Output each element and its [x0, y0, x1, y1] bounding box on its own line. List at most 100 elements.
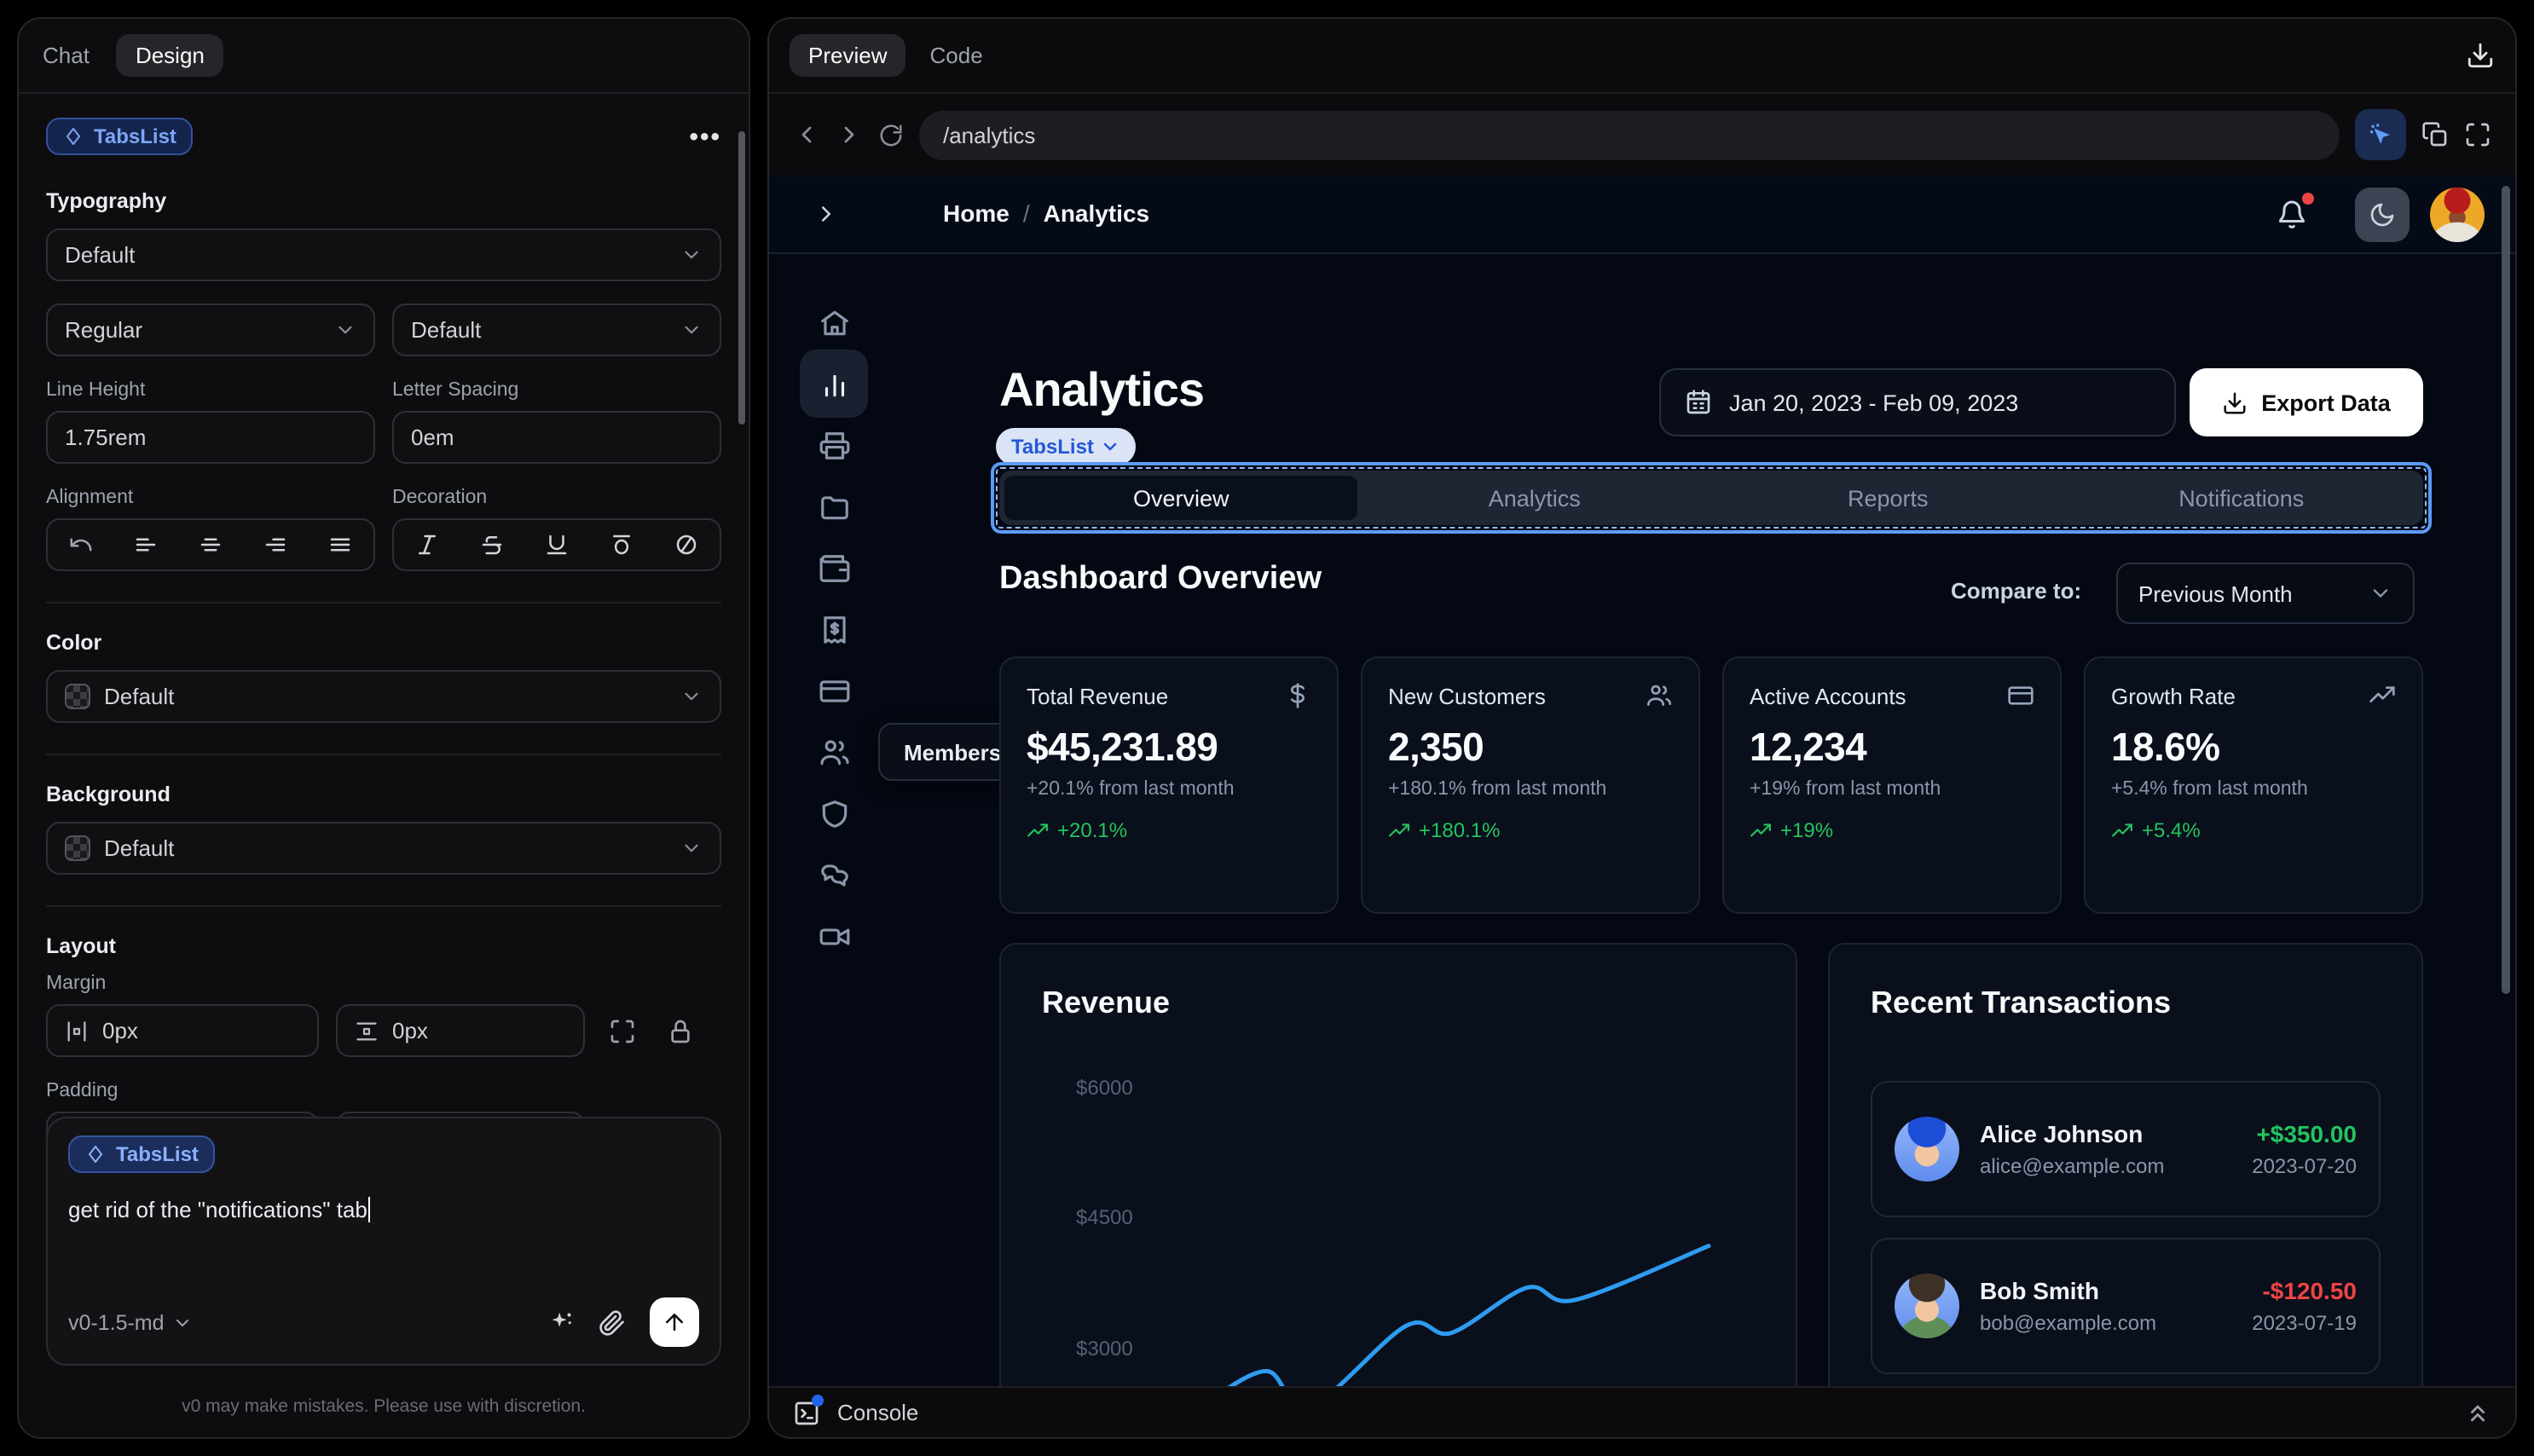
transaction-row[interactable]: Alice Johnson alice@example.com +$350.00… [1871, 1081, 2381, 1217]
avatar[interactable] [2430, 188, 2485, 242]
sidebar-item-security[interactable] [800, 783, 868, 844]
margin-x-value: 0px [102, 1018, 138, 1043]
export-data-button[interactable]: Export Data [2190, 368, 2423, 436]
alignment-toolbar [46, 518, 375, 571]
margin-x-input[interactable]: 0px [46, 1004, 319, 1057]
console-label: Console [837, 1400, 919, 1425]
expand-margin-button[interactable] [602, 1017, 643, 1044]
breadcrumb: Home / Analytics [943, 199, 1149, 227]
background-section-label: Background [46, 783, 171, 806]
model-selector[interactable]: v0-1.5-md [68, 1310, 194, 1334]
sidebar-item-invoices[interactable] [800, 598, 868, 660]
tab-code[interactable]: Code [929, 43, 983, 68]
align-center-icon[interactable] [198, 532, 223, 558]
selection-badge[interactable]: TabsList [996, 428, 1137, 465]
margin-y-input[interactable]: 0px [336, 1004, 585, 1057]
fullscreen-button[interactable] [2464, 121, 2491, 148]
font-family-select[interactable]: Default [46, 228, 721, 281]
arrow-up-icon [662, 1309, 687, 1335]
italic-icon[interactable] [414, 532, 439, 558]
strikethrough-icon[interactable] [479, 532, 505, 558]
font-weight-select[interactable]: Regular [46, 303, 375, 356]
paperclip-icon[interactable] [599, 1309, 626, 1336]
chat-composer[interactable]: TabsList get rid of the "notifications" … [46, 1117, 721, 1366]
chat-input[interactable]: get rid of the "notifications" tab [68, 1197, 699, 1222]
sidebar-item-video[interactable] [800, 905, 868, 967]
overline-icon[interactable] [609, 532, 634, 558]
compare-select[interactable]: Previous Month [2116, 563, 2415, 624]
preview-scrollbar[interactable] [2502, 186, 2510, 994]
download-icon [2466, 41, 2495, 70]
underline-icon[interactable] [544, 532, 570, 558]
sidebar-item-analytics[interactable] [800, 350, 868, 418]
preview-panel: Preview Code /analytics Home / Analytics [767, 17, 2517, 1439]
margin-y-value: 0px [392, 1018, 428, 1043]
trending-up-icon [2111, 819, 2133, 841]
panel-scrollbar[interactable] [738, 131, 745, 425]
letter-spacing-input[interactable]: 0em [392, 411, 721, 464]
lock-margin-button[interactable] [660, 1017, 701, 1044]
font-size-select[interactable]: Default [392, 303, 721, 356]
line-height-input[interactable]: 1.75rem [46, 411, 375, 464]
breadcrumb-home[interactable]: Home [943, 199, 1010, 227]
sidebar-item-messages[interactable] [800, 844, 868, 905]
sidebar-item-files[interactable] [800, 476, 868, 537]
sidebar-item-reports[interactable] [800, 414, 868, 476]
sidebar-item-wallet[interactable] [800, 537, 868, 598]
tab-reports[interactable]: Reports [1847, 485, 1929, 511]
sidebar-item-home[interactable] [800, 292, 868, 353]
selected-component-badge[interactable]: TabsList [46, 118, 194, 155]
console-bar[interactable]: Console [769, 1386, 2515, 1437]
sidebar-item-members[interactable] [800, 721, 868, 783]
align-justify-icon[interactable] [328, 532, 354, 558]
page-title: Analytics [999, 363, 1205, 416]
decoration-toolbar [392, 518, 721, 571]
send-button[interactable] [650, 1297, 699, 1347]
tab-overview[interactable]: Overview [1004, 476, 1358, 520]
back-button[interactable] [793, 121, 820, 148]
reset-alignment-icon[interactable] [67, 532, 93, 558]
url-input[interactable]: /analytics [919, 110, 2340, 159]
color-select[interactable]: Default [46, 670, 721, 723]
refresh-button[interactable] [878, 122, 904, 147]
date-range-picker[interactable]: Jan 20, 2023 - Feb 09, 2023 [1659, 368, 2176, 436]
lock-icon [667, 1017, 694, 1044]
transaction-email: bob@example.com [1980, 1311, 2157, 1335]
tab-chat[interactable]: Chat [43, 43, 90, 68]
sparkles-icon[interactable] [547, 1308, 576, 1337]
expand-icon [609, 1017, 636, 1044]
section-title: Dashboard Overview [999, 561, 1322, 597]
theme-toggle-button[interactable] [2355, 188, 2410, 242]
tab-analytics[interactable]: Analytics [1488, 485, 1581, 511]
printer-icon [818, 429, 850, 461]
sidebar-expand-icon[interactable] [813, 201, 839, 227]
tab-preview[interactable]: Preview [790, 34, 906, 77]
dollar-icon [1284, 682, 1311, 709]
folder-icon [818, 490, 850, 523]
sidebar-item-payments[interactable] [800, 660, 868, 721]
chevron-down-icon [680, 319, 703, 341]
background-select[interactable]: Default [46, 822, 721, 875]
bar-chart-icon [818, 367, 850, 400]
bell-icon[interactable] [2277, 199, 2307, 230]
transaction-row[interactable]: Bob Smith bob@example.com -$120.50 2023-… [1871, 1238, 2381, 1374]
design-select-mode-button[interactable] [2355, 109, 2406, 160]
download-button[interactable] [2466, 41, 2495, 70]
copy-button[interactable] [2421, 121, 2449, 148]
chevron-down-icon [2369, 581, 2392, 605]
forward-button[interactable] [836, 121, 863, 148]
tab-notifications[interactable]: Notifications [2178, 485, 2305, 511]
transaction-email: alice@example.com [1980, 1154, 2165, 1178]
users-icon [818, 736, 850, 768]
tab-design[interactable]: Design [116, 34, 223, 77]
chat-context-badge[interactable]: TabsList [68, 1135, 216, 1173]
background-value: Default [104, 835, 175, 861]
align-right-icon[interactable] [263, 532, 288, 558]
align-left-icon[interactable] [133, 532, 159, 558]
chat-message-text: get rid of the "notifications" tab [68, 1197, 367, 1222]
chevrons-up-icon[interactable] [2464, 1399, 2491, 1426]
more-options-button[interactable]: ••• [689, 122, 721, 151]
stat-value: 2,350 [1388, 725, 1484, 769]
no-decoration-icon[interactable] [674, 532, 700, 558]
chevron-down-icon [680, 244, 703, 266]
